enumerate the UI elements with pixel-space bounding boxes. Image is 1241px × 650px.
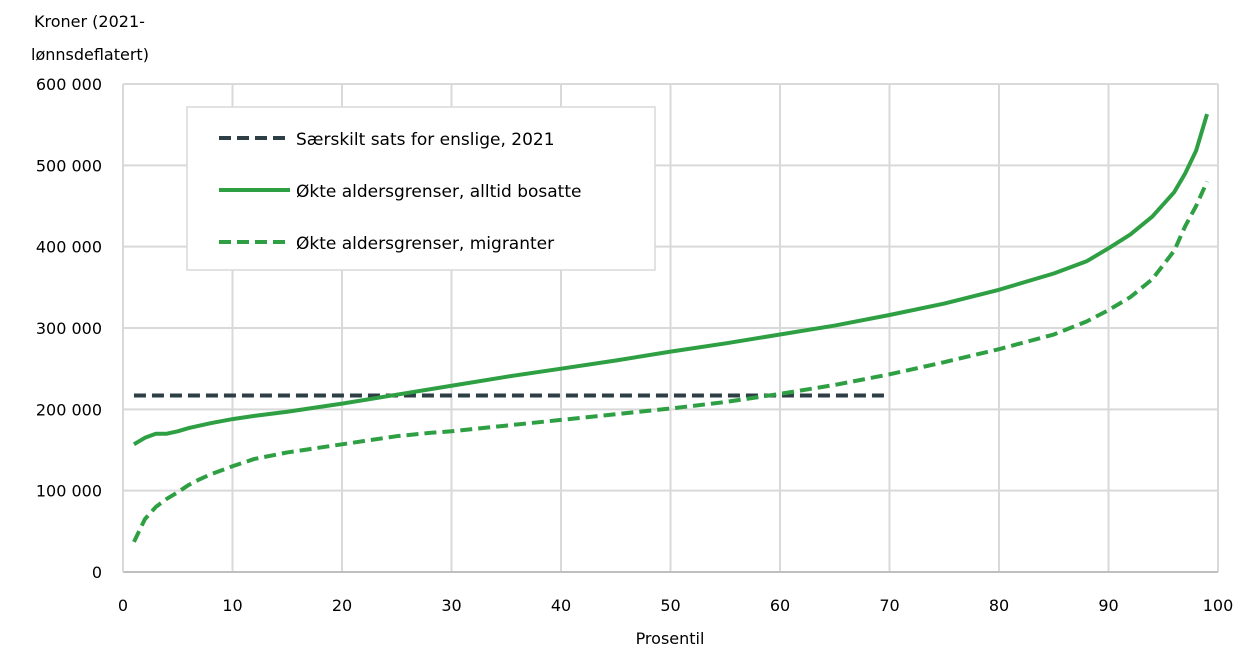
y-axis-title-line-2: lønnsdeflatert) (31, 45, 149, 64)
y-tick-label: 200 000 (36, 400, 102, 419)
legend: Særskilt sats for enslige, 2021 Økte ald… (186, 106, 656, 271)
y-tick-label: 300 000 (36, 319, 102, 338)
x-tick-label: 70 (879, 596, 899, 615)
y-tick-label: 100 000 (36, 482, 102, 501)
series-lines (132, 113, 1209, 543)
y-tick-label: 0 (92, 563, 102, 582)
x-tick-label: 30 (441, 596, 461, 615)
series-line-alltid-bosatte (132, 113, 1209, 447)
legend-item-alltid-bosatte: Økte aldersgrenser, alltid bosatte (219, 182, 581, 202)
x-axis-title: Prosentil (636, 629, 705, 648)
legend-label-migranter: Økte aldersgrenser, migranter (296, 234, 554, 254)
legend-label-saerskilt-sats: Særskilt sats for enslige, 2021 (296, 130, 555, 150)
y-axis-title-line-1: Kroner (2021- (34, 12, 145, 31)
legend-item-migranter: Økte aldersgrenser, migranter (219, 234, 554, 254)
x-tick-label: 20 (332, 596, 352, 615)
x-tick-label: 100 (1203, 596, 1234, 615)
x-tick-label: 90 (1098, 596, 1118, 615)
x-tick-label: 10 (222, 596, 242, 615)
series-line-migranter (132, 180, 1209, 543)
x-tick-label: 80 (989, 596, 1009, 615)
y-tick-label: 400 000 (36, 238, 102, 257)
y-tick-label: 600 000 (36, 75, 102, 94)
axes: 0 100 000 200 000 300 000 400 000 500 000 600 … (36, 75, 1233, 615)
y-tick-label: 500 000 (36, 156, 102, 175)
x-tick-label: 50 (660, 596, 680, 615)
x-tick-label: 40 (551, 596, 571, 615)
legend-label-alltid-bosatte: Økte aldersgrenser, alltid bosatte (296, 182, 581, 202)
x-tick-label: 60 (770, 596, 790, 615)
gridlines (123, 83, 1219, 572)
x-tick-label: 0 (118, 596, 128, 615)
legend-item-saerskilt-sats: Særskilt sats for enslige, 2021 (219, 130, 555, 150)
